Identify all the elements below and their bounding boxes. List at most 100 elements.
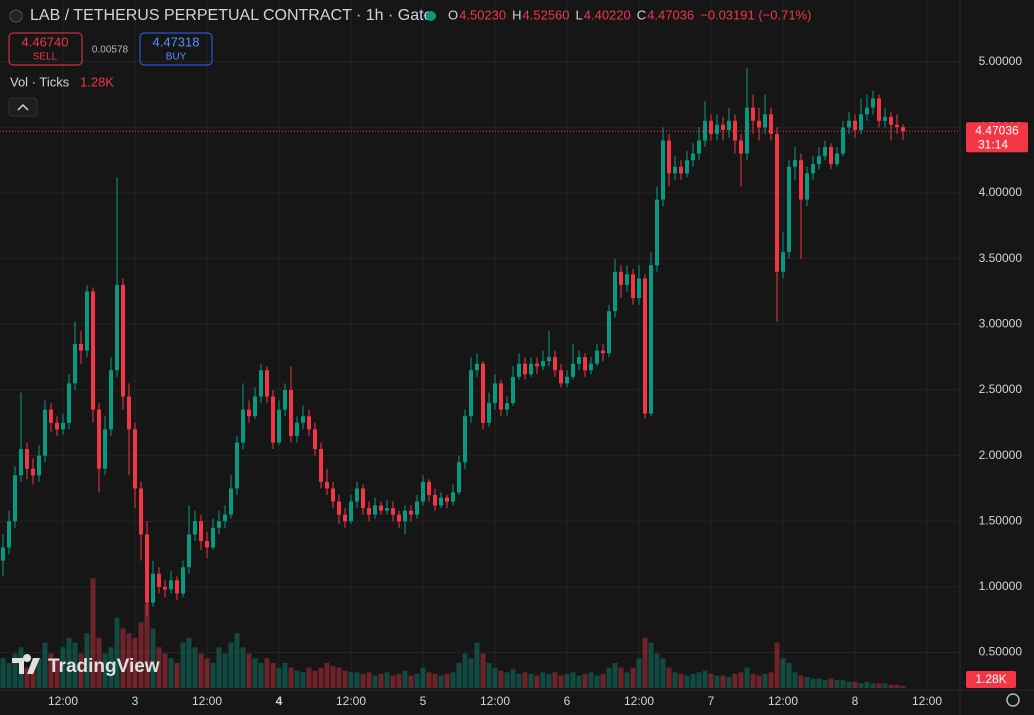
candle-body — [13, 475, 17, 522]
volume-bar — [90, 578, 96, 688]
volume-bar — [726, 677, 732, 688]
logo-icon — [12, 654, 40, 674]
volume-bar — [258, 662, 264, 688]
legend-value: 4.50230 — [459, 7, 506, 22]
volume-bar — [366, 672, 372, 688]
candle-body — [445, 497, 449, 502]
candle-body — [535, 363, 539, 367]
candle-body — [277, 409, 281, 443]
volume-tag — [966, 671, 1016, 688]
candle-body — [355, 488, 359, 502]
y-tick-label: 5.00000 — [979, 54, 1023, 68]
collapse-button[interactable] — [8, 97, 38, 117]
candle-body — [415, 501, 419, 515]
candle-body — [763, 114, 767, 128]
volume-bar — [186, 637, 192, 688]
candle-body — [157, 573, 161, 587]
countdown: 31:14 — [978, 137, 1008, 151]
volume-bar — [600, 673, 606, 688]
volume-bar — [666, 667, 672, 688]
candle-body — [439, 497, 443, 506]
buy-label: BUY — [166, 52, 187, 63]
volume-bar — [798, 675, 804, 688]
volume-bar — [558, 675, 564, 688]
volume-bar — [162, 653, 168, 688]
volume-bar — [534, 675, 540, 688]
volume-bar — [336, 667, 342, 688]
volume-bar — [780, 658, 786, 688]
candle-body — [367, 508, 371, 515]
candle-body — [883, 116, 887, 121]
volume-bar — [282, 662, 288, 688]
volume-bar — [606, 667, 612, 688]
volume-bar — [204, 658, 210, 688]
volume-bar — [864, 681, 870, 688]
volume-bar — [486, 662, 492, 688]
price-tag-value: 4.47036 — [975, 123, 1019, 137]
candle-body — [259, 370, 263, 397]
candle-body — [835, 153, 839, 165]
candle-body — [469, 370, 473, 417]
legend-value: 4.47036 — [647, 7, 694, 22]
candle-body — [499, 383, 503, 410]
volume-bar — [138, 622, 144, 688]
candle-body — [31, 468, 35, 476]
volume-bar — [708, 673, 714, 688]
x-tick-label: 12:00 — [192, 694, 222, 708]
volume-bar — [348, 672, 354, 688]
volume-bar — [432, 673, 438, 688]
candle-body — [247, 409, 251, 417]
volume-bar — [552, 672, 558, 688]
candle-body — [181, 567, 185, 594]
candle-body — [433, 494, 437, 506]
candle-body — [895, 124, 899, 128]
volume-bar — [720, 675, 726, 688]
candle-body — [679, 166, 683, 174]
volume-bar — [144, 603, 150, 688]
volume-bar — [168, 658, 174, 688]
settings-icon[interactable] — [1006, 693, 1020, 707]
candle-body — [613, 271, 617, 312]
volume-bar — [570, 672, 576, 688]
volume-bar — [846, 681, 852, 688]
volume-bar — [438, 675, 444, 688]
volume-bar — [576, 675, 582, 688]
candle-body — [151, 573, 155, 603]
volume-bar — [48, 653, 54, 688]
candle-body — [715, 124, 719, 134]
candle-body — [97, 409, 101, 469]
volume-bar — [102, 653, 108, 688]
candle-body — [73, 344, 77, 384]
candle-body — [313, 429, 317, 450]
candle-body — [511, 376, 515, 404]
candle-body — [619, 271, 623, 285]
buy-price: 4.47318 — [153, 34, 200, 49]
volume-bar — [594, 675, 600, 688]
volume-bar — [342, 670, 348, 688]
volume-bar — [132, 637, 138, 688]
candle-body — [649, 265, 653, 414]
candle-body — [727, 120, 731, 130]
candle-body — [187, 534, 191, 568]
candle-body — [211, 527, 215, 548]
legend-value: 4.40220 — [584, 7, 631, 22]
volume-bar — [96, 637, 102, 688]
candle-body — [349, 501, 353, 522]
candle-body — [685, 160, 689, 174]
volume-bar — [228, 642, 234, 688]
chart-title: LAB / TETHERUS PERPETUAL CONTRACT · 1h ·… — [30, 7, 433, 24]
candle-body — [289, 389, 293, 436]
candle-body — [409, 510, 413, 515]
y-tick-label: 2.50000 — [979, 382, 1023, 396]
volume-bar — [30, 662, 36, 688]
volume-bar — [660, 658, 666, 688]
y-tick-label: 1.00000 — [979, 579, 1023, 593]
candle-body — [373, 505, 377, 515]
sell-button[interactable] — [8, 32, 83, 66]
candle-body — [691, 153, 695, 161]
candle-body — [805, 173, 809, 200]
buy-button[interactable] — [139, 32, 213, 66]
y-tick-label: 2.00000 — [979, 448, 1023, 462]
